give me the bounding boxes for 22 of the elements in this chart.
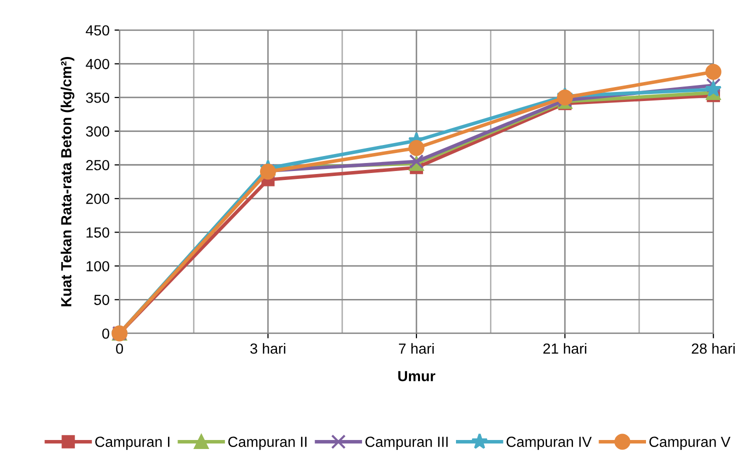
y-tick-label: 300: [86, 126, 110, 137]
legend-label: Campuran I: [95, 436, 170, 450]
y-tick-label: 350: [86, 92, 110, 103]
x-axis-title: Umur: [398, 371, 436, 382]
y-tick-label: 400: [86, 58, 110, 70]
y-tick-label: 100: [86, 261, 110, 272]
legend-label: Campuran V: [649, 436, 730, 450]
legend-label: Campuran II: [228, 436, 306, 450]
x-tick-label: 21 hari: [543, 343, 586, 354]
y-tick-label: 50: [94, 294, 110, 306]
x-tick-label: 3 hari: [250, 343, 286, 354]
legend-label: Campuran III: [365, 436, 448, 450]
legend-label: Campuran IV: [506, 436, 592, 450]
y-tick-label: 150: [86, 227, 110, 238]
y-tick-label: 250: [86, 160, 110, 170]
x-tick-label: 28 hari: [692, 343, 735, 354]
x-tick-label: 0: [116, 343, 124, 354]
y-axis-title: Kuat Tekan Rata-rata Beton (kg/cm²): [60, 56, 74, 306]
y-tick-label: 200: [86, 194, 110, 204]
y-tick-label: 0: [102, 328, 110, 339]
y-tick-label: 450: [86, 25, 110, 36]
x-tick-label: 7 hari: [398, 343, 434, 354]
